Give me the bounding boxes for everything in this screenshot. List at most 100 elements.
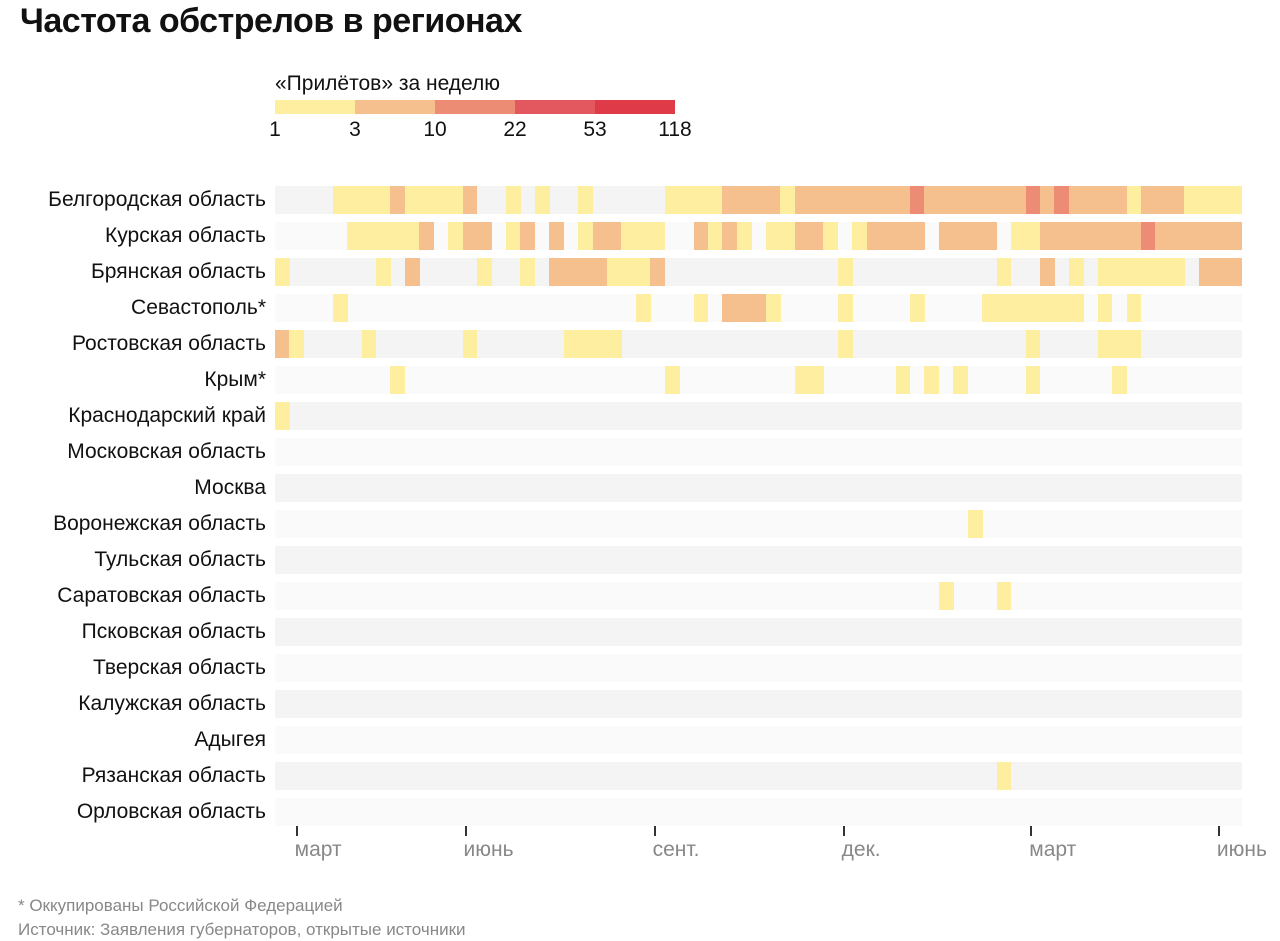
legend-segment-4 [515,100,595,114]
row-label: Краснодарский край [68,404,266,427]
heatmap-cell [1198,258,1214,286]
row-background [275,762,1242,790]
heatmap-cell [780,222,795,250]
row-label: Крым* [204,368,266,391]
heatmap-cell [809,222,824,250]
row-label: Адыгея [194,728,266,751]
heatmap-cell [910,222,925,250]
heatmap-cell [693,294,709,322]
heatmap-cell [1039,294,1055,322]
heatmap-cell [693,222,709,250]
heatmap-cell [1097,330,1113,358]
row-label: Белгородская область [48,188,266,211]
heatmap-cell [722,294,738,322]
x-axis-label: дек. [841,838,881,861]
heatmap-cell [1227,186,1243,214]
heatmap-cell [881,186,896,214]
heatmap-cell [1126,186,1142,214]
heatmap-cell [332,294,348,322]
heatmap-cell [462,222,478,250]
heatmap-cell [1155,222,1171,250]
heatmap-cell [1198,222,1214,250]
heatmap-cell [1112,366,1127,394]
heatmap-cell [852,222,868,250]
heatmap-cell [809,366,824,394]
heatmap-cell [1083,222,1099,250]
row-background [275,726,1242,754]
heatmap-cell [1025,330,1041,358]
heatmap-cell [1097,294,1113,322]
heatmap-cell [419,222,435,250]
row-label: Севастополь* [131,296,266,319]
row-background [275,690,1242,718]
heatmap-cell [1039,222,1055,250]
legend-tick: 10 [423,118,447,141]
heatmap-cell [837,186,853,214]
heatmap-cell [376,258,391,286]
heatmap-cell [635,258,651,286]
row-background [275,654,1242,682]
x-axis-tick [653,826,656,836]
heatmap-cell [967,510,983,538]
legend-tick: 22 [503,118,527,141]
heatmap-cell [1112,330,1127,358]
x-axis-label: март [294,838,342,861]
x-axis-label: сент. [652,838,700,861]
heatmap-cell [592,222,608,250]
heatmap-cell [289,330,305,358]
legend-tick: 1 [269,118,281,141]
heatmap-cell [404,186,420,214]
heatmap-cell [1213,258,1228,286]
heatmap-cell [563,258,579,286]
legend-color-scale [275,100,675,114]
heatmap-cell [390,186,406,214]
heatmap-cell [520,222,536,250]
heatmap-cell [996,186,1012,214]
heatmap-cell [462,330,478,358]
heatmap-cell [1068,294,1084,322]
heatmap-cell [1025,366,1041,394]
heatmap-cell [794,186,810,214]
heatmap-cell [462,186,478,214]
heatmap-cell [361,222,377,250]
heatmap-cell [1054,222,1070,250]
heatmap-cell [967,222,983,250]
heatmap-cell [1097,222,1113,250]
x-axis-label: июнь [1216,838,1267,861]
heatmap-cell [549,222,565,250]
heatmap-cell [578,258,593,286]
heatmap-cell [578,186,593,214]
heatmap-cell [1169,258,1185,286]
row-label: Рязанская область [81,764,266,787]
heatmap-cell [1011,294,1026,322]
heatmap-cell [448,186,464,214]
heatmap-cell [996,582,1012,610]
heatmap-cell [1126,294,1142,322]
heatmap-cell [1068,222,1084,250]
row-label: Курская область [105,224,266,247]
heatmap-cell [1112,258,1127,286]
heatmap-cell [924,366,940,394]
heatmap-cell [736,294,752,322]
heatmap-cell [635,294,651,322]
legend-segment-5 [595,100,675,114]
heatmap-cell [390,366,406,394]
heatmap-cell [693,186,709,214]
heatmap-cell [794,366,810,394]
heatmap-cell [664,186,680,214]
row-background [275,798,1242,826]
heatmap-cell [722,186,738,214]
heatmap-cell [433,186,449,214]
row-background [275,366,1242,394]
row-background [275,510,1242,538]
heatmap-cell [866,186,882,214]
heatmap-cell [1083,186,1099,214]
heatmap-cell [1054,186,1070,214]
heatmap-cell [953,186,969,214]
x-axis-tick [842,826,845,836]
heatmap-cell [852,186,868,214]
heatmap-cell [1155,258,1171,286]
row-background [275,582,1242,610]
heatmap-cell [895,186,911,214]
